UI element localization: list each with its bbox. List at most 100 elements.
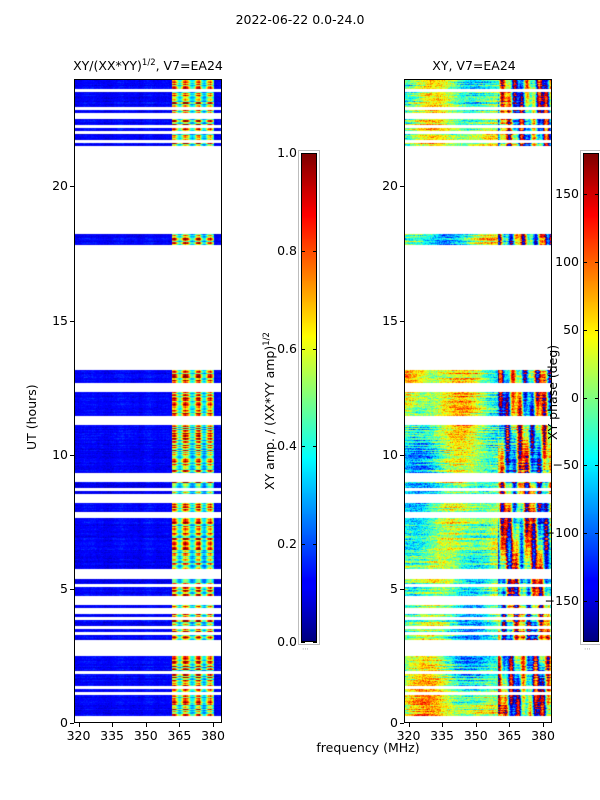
ytick-right-10 — [400, 454, 404, 456]
ytick-left-10 — [70, 454, 74, 456]
right-colorbar-ticklabel-100: 100 — [555, 253, 579, 269]
xticklabel-right-320: 320 — [396, 728, 421, 743]
left-colorbar-tick-inner-0.2 — [313, 544, 317, 546]
right-colorbar-ticklabel--100: −100 — [544, 525, 579, 541]
xticklabel-right-380: 380 — [531, 728, 555, 743]
right-panel-title: XY, V7=EA24 — [432, 58, 516, 73]
ytick-left-0 — [70, 723, 74, 724]
xtick-left-350 — [145, 723, 147, 727]
left-colorbar[interactable] — [301, 153, 317, 642]
right-colorbar-tick-50 — [583, 329, 587, 331]
yticklabel-right-0: 0 — [390, 715, 398, 730]
left-colorbar-underflow-marker: ⋯ — [302, 645, 310, 653]
yticklabel-left-0: 0 — [60, 715, 68, 730]
left-colorbar-tick-0.0 — [301, 642, 305, 643]
right-colorbar-ticklabel-0: 0 — [571, 389, 579, 405]
figure-suptitle: 2022-06-22 0.0-24.0 — [235, 12, 365, 27]
left-colorbar-tick-inner-0.8 — [313, 250, 317, 252]
right-colorbar-tick-150 — [583, 193, 587, 195]
xtick-left-380 — [213, 723, 214, 727]
ytick-left-5 — [70, 588, 74, 590]
xticklabel-left-335: 335 — [100, 728, 125, 743]
yticklabel-right-10: 10 — [382, 446, 398, 462]
right-colorbar-tick-inner--100 — [595, 533, 599, 535]
ytick-right-0 — [400, 723, 404, 724]
yticklabel-left-20: 20 — [52, 178, 68, 194]
xtick-right-335 — [442, 723, 444, 727]
left-colorbar-label: XY amp. / (XX*YY amp)1/2 — [262, 332, 277, 490]
right-colorbar-tick-inner-50 — [595, 329, 599, 331]
xtick-left-320 — [78, 723, 80, 727]
y-axis-label: UT (hours) — [24, 384, 39, 450]
right-colorbar-ticklabel-50: 50 — [563, 321, 579, 337]
right-colorbar-tick-inner-150 — [595, 193, 599, 195]
yticklabel-left-10: 10 — [52, 446, 68, 462]
left-colorbar-tick-0.8 — [301, 250, 305, 252]
left-colorbar-ticklabel-0.4: 0.4 — [277, 438, 297, 454]
left-colorbar-tick-inner-0.0 — [313, 642, 317, 643]
ytick-right-15 — [400, 320, 404, 322]
xticklabel-left-350: 350 — [133, 728, 158, 743]
right-colorbar-underflow-marker: ⋯ — [584, 645, 592, 653]
right-colorbar-ticklabel--50: −50 — [552, 457, 579, 473]
xtick-right-365 — [509, 723, 511, 727]
left-heatmap-canvas — [75, 80, 221, 722]
left-colorbar-tick-inner-1.0 — [313, 153, 317, 154]
x-axis-label: frequency (MHz) — [316, 740, 420, 755]
left-colorbar-tick-0.6 — [301, 348, 305, 350]
left-colorbar-label-main: XY amp. / (XX*YY amp) — [262, 345, 278, 490]
right-colorbar-tick-inner--150 — [595, 601, 599, 603]
right-colorbar-tick-inner--50 — [595, 465, 599, 467]
ytick-right-5 — [400, 588, 404, 590]
left-colorbar-tick-1.0 — [301, 153, 305, 154]
right-heatmap-canvas — [405, 80, 551, 722]
right-heatmap-axes[interactable] — [404, 79, 552, 723]
left-colorbar-ticklabel-0.8: 0.8 — [277, 242, 297, 258]
right-colorbar-tick-0 — [583, 397, 587, 399]
left-panel-title: XY/(XX*YY)1/2, V7=EA24 — [48, 58, 248, 73]
xticklabel-left-380: 380 — [201, 728, 225, 743]
ytick-left-20 — [70, 186, 74, 188]
xtick-right-380 — [543, 723, 544, 727]
ytick-right-20 — [400, 186, 404, 188]
left-colorbar-tick-0.4 — [301, 446, 305, 448]
left-colorbar-ticklabel-0.6: 0.6 — [277, 340, 297, 356]
yticklabel-right-15: 15 — [382, 312, 398, 328]
left-panel-title-tail: , V7=EA24 — [155, 58, 223, 74]
xticklabel-right-365: 365 — [497, 728, 522, 743]
right-colorbar-tick-100 — [583, 261, 587, 263]
right-colorbar-tick-inner-0 — [595, 397, 599, 399]
yticklabel-left-5: 5 — [60, 580, 68, 596]
xticklabel-left-365: 365 — [167, 728, 192, 743]
left-panel-title-exponent: 1/2 — [141, 58, 156, 68]
ytick-left-15 — [70, 320, 74, 322]
left-colorbar-ticklabel-0.2: 0.2 — [277, 536, 297, 552]
xtick-right-320 — [408, 723, 410, 727]
left-colorbar-frame — [298, 150, 320, 645]
xticklabel-left-320: 320 — [66, 728, 91, 743]
yticklabel-left-15: 15 — [52, 312, 68, 328]
right-colorbar-ticklabel-150: 150 — [555, 185, 579, 201]
right-colorbar-frame — [580, 150, 600, 645]
yticklabel-right-5: 5 — [390, 580, 398, 596]
right-colorbar-tick--100 — [583, 533, 587, 535]
xticklabel-right-335: 335 — [430, 728, 455, 743]
left-colorbar-ticklabel-1.0: 1.0 — [277, 145, 297, 160]
right-colorbar-tick-inner-100 — [595, 261, 599, 263]
right-colorbar-tick--50 — [583, 465, 587, 467]
right-colorbar-tick--150 — [583, 601, 587, 603]
left-colorbar-tick-inner-0.4 — [313, 446, 317, 448]
left-colorbar-tick-0.2 — [301, 544, 305, 546]
left-colorbar-canvas — [302, 154, 316, 641]
right-colorbar-ticklabel--150: −150 — [544, 593, 579, 609]
left-colorbar-ticklabel-0.0: 0.0 — [277, 634, 297, 649]
left-panel-title-main: XY/(XX*YY) — [73, 58, 142, 74]
yticklabel-right-20: 20 — [382, 178, 398, 194]
left-heatmap-axes[interactable] — [74, 79, 222, 723]
right-colorbar-canvas — [584, 154, 598, 641]
xtick-left-335 — [112, 723, 114, 727]
left-colorbar-tick-inner-0.6 — [313, 348, 317, 350]
xticklabel-right-350: 350 — [463, 728, 488, 743]
xtick-right-350 — [475, 723, 477, 727]
xtick-left-365 — [179, 723, 181, 727]
